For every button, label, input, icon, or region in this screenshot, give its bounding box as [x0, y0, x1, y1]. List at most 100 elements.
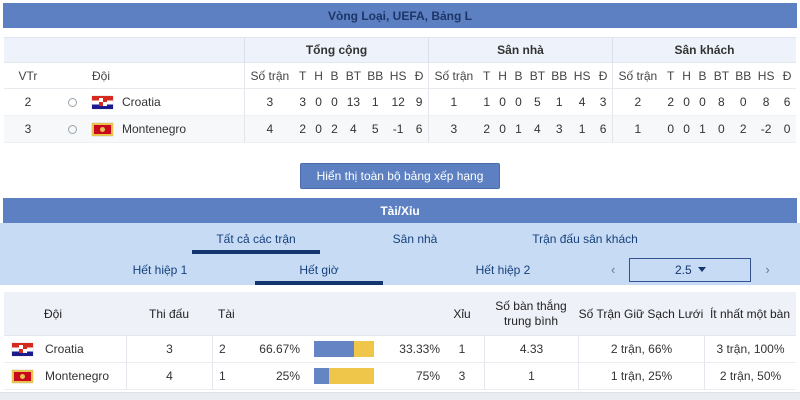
- team-name[interactable]: Montenegro: [45, 369, 110, 383]
- stat-cell: 1: [578, 122, 586, 136]
- under-count-cell: 3: [458, 369, 466, 383]
- stat-cell: 4: [266, 122, 274, 136]
- under-bar-segment: [329, 368, 374, 384]
- league-stats-widget: Vòng Loại, UEFA, Bảng L Tổng cộng Sân nh…: [0, 3, 800, 400]
- stat-cell: 2: [634, 95, 642, 109]
- tab-first-half[interactable]: Hết hiệp 1: [132, 262, 188, 277]
- standings-row: 3 Montenegro 4 2 0 2 4 5 -1 6 3 2 0: [4, 116, 796, 143]
- stat-header: BT: [713, 68, 730, 83]
- stat-cell: 0: [739, 95, 747, 109]
- stat-header: T: [299, 68, 307, 83]
- ou-clean-sheet-header: Số Trận Giữ Sạch Lưới: [578, 306, 704, 321]
- stat-cell: 6: [783, 95, 791, 109]
- over-pct-cell: 66.67%: [259, 342, 300, 356]
- over-count-cell: 2: [212, 336, 248, 362]
- stat-header: HS: [757, 68, 775, 83]
- stat-header: T: [483, 68, 491, 83]
- stat-cell: 1: [515, 122, 522, 136]
- stat-header: Đ: [414, 68, 424, 83]
- status-circle-icon: [67, 97, 77, 107]
- stat-cell: 8: [762, 95, 770, 109]
- montenegro-flag: [12, 369, 33, 383]
- standings-table: Tổng cộng Sân nhà Sân khách VTr Đội Số t…: [4, 37, 796, 143]
- stat-cell: 0: [315, 95, 322, 109]
- team-name[interactable]: Croatia: [122, 95, 161, 109]
- stat-header: HS: [573, 68, 591, 83]
- over-under-tabs-panel: Tất cả các trận Sân nhà Trận đấu sân khá…: [0, 223, 800, 285]
- scope-tab-row: Tất cả các trận Sân nhà Trận đấu sân khá…: [0, 223, 800, 254]
- stat-cell: 0: [683, 122, 690, 136]
- under-count-cell: 1: [458, 342, 466, 356]
- over-under-title-bar: Tài/Xỉu: [3, 198, 797, 223]
- stat-header: B: [698, 68, 707, 83]
- stat-cell: 0: [683, 95, 690, 109]
- away-stat-headers: Số trận T H B BT BB HS Đ: [612, 63, 796, 88]
- stat-cell: 1: [450, 95, 458, 109]
- stat-cell: 0: [783, 122, 791, 136]
- over-under-ratio-bar: [314, 341, 374, 357]
- group-header-total: Tổng cộng: [244, 38, 428, 62]
- stat-header: B: [514, 68, 523, 83]
- prev-line-arrow[interactable]: ‹: [611, 262, 616, 277]
- stat-cell: 0: [718, 122, 725, 136]
- rank-header: VTr: [18, 68, 38, 83]
- stat-cell: 4: [534, 122, 541, 136]
- stat-cell: 5: [371, 122, 379, 136]
- ou-played-header: Thi đấu: [148, 306, 190, 321]
- team-header: Đội: [92, 68, 111, 83]
- stat-header: BT: [529, 68, 546, 83]
- period-tab-row: Hết hiệp 1 Hết giờ Hết hiệp 2 ‹ 2.5 ›: [0, 254, 800, 285]
- over-under-header-row: Đội Thi đấu Tài Xỉu Số bàn thắng trung b…: [4, 292, 796, 336]
- scored-cell: 3 trận, 100%: [704, 336, 796, 362]
- goal-line-select[interactable]: 2.5: [629, 257, 752, 282]
- group-header-away: Sân khách: [612, 38, 796, 62]
- stat-header: Số trận: [618, 68, 658, 83]
- stat-header: BT: [345, 68, 362, 83]
- stat-header: Đ: [598, 68, 608, 83]
- stat-cell: 0: [699, 95, 706, 109]
- stat-header: BB: [735, 68, 752, 83]
- under-bar-segment: [354, 341, 374, 357]
- over-under-table: Đội Thi đấu Tài Xỉu Số bàn thắng trung b…: [4, 292, 796, 390]
- stat-cell: -2: [760, 122, 772, 136]
- over-bar-segment: [314, 341, 354, 357]
- stat-cell: 1: [634, 122, 642, 136]
- over-under-title: Tài/Xỉu: [380, 203, 420, 218]
- stat-header: Số trận: [250, 68, 290, 83]
- tab-full-time[interactable]: Hết giờ: [255, 254, 383, 285]
- next-line-arrow[interactable]: ›: [765, 262, 770, 277]
- stat-cell: 3: [266, 95, 274, 109]
- stat-cell: 12: [391, 95, 405, 109]
- tab-all-matches[interactable]: Tất cả các trận: [192, 223, 320, 254]
- stat-cell: 0: [499, 122, 506, 136]
- goal-line-value: 2.5: [675, 262, 692, 277]
- ou-team-header: Đội: [44, 306, 63, 321]
- played-cell: 4: [126, 363, 212, 389]
- league-title: Vòng Loại, UEFA, Bảng L: [328, 8, 472, 23]
- show-full-standings-button[interactable]: Hiển thị toàn bộ bảng xếp hạng: [299, 163, 501, 189]
- stat-cell: 0: [515, 95, 522, 109]
- tab-second-half[interactable]: Hết hiệp 2: [475, 262, 531, 277]
- tab-away-matches[interactable]: Trận đấu sân khách: [532, 231, 638, 246]
- status-circle-icon: [67, 124, 77, 134]
- team-name[interactable]: Croatia: [45, 342, 84, 356]
- stat-cell: -1: [392, 122, 404, 136]
- stat-cell: 0: [667, 122, 675, 136]
- team-name[interactable]: Montenegro: [122, 122, 187, 136]
- stat-cell: 2: [483, 122, 491, 136]
- stat-cell: 2: [299, 122, 307, 136]
- tab-home-matches[interactable]: Sân nhà: [392, 231, 438, 246]
- played-cell: 3: [126, 336, 212, 362]
- stat-cell: 1: [483, 95, 491, 109]
- stat-cell: 5: [534, 95, 541, 109]
- avg-goals-cell: 4.33: [484, 336, 578, 362]
- ou-scored-header: Ít nhất một bàn: [709, 306, 791, 321]
- stat-header: H: [682, 68, 691, 83]
- stat-header: Số trận: [434, 68, 474, 83]
- home-stat-headers: Số trận T H B BT BB HS Đ: [428, 63, 612, 88]
- stat-header: T: [667, 68, 675, 83]
- clean-sheet-cell: 2 trận, 66%: [578, 336, 704, 362]
- scored-cell: 2 trận, 50%: [704, 363, 796, 389]
- stat-cell: 0: [331, 95, 338, 109]
- stat-header: B: [330, 68, 339, 83]
